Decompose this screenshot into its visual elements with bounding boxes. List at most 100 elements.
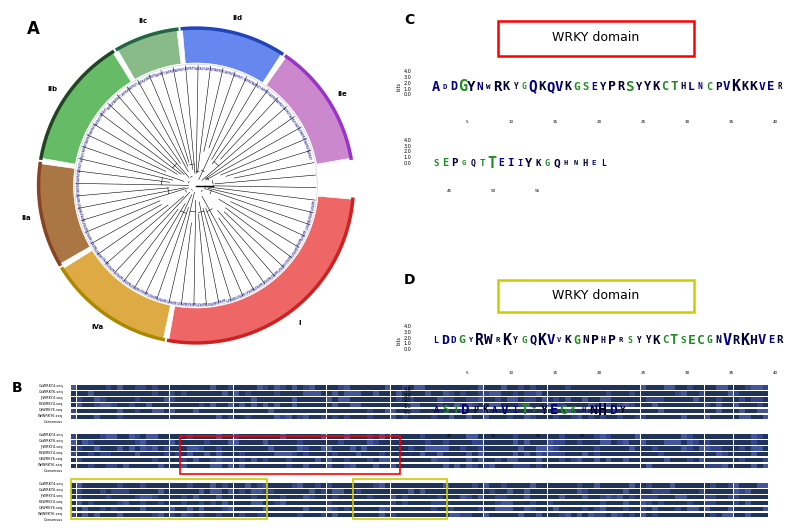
Bar xyxy=(245,397,251,402)
Bar xyxy=(565,513,570,517)
Bar xyxy=(658,495,664,499)
Bar xyxy=(751,452,757,456)
Bar xyxy=(100,446,106,450)
Bar xyxy=(198,397,204,402)
Bar xyxy=(315,507,321,511)
Bar xyxy=(88,452,94,456)
Bar xyxy=(431,385,437,390)
Bar xyxy=(524,434,530,439)
Bar xyxy=(670,495,675,499)
Bar xyxy=(646,501,652,506)
Bar xyxy=(152,446,158,450)
Text: K: K xyxy=(565,81,572,93)
Bar xyxy=(158,495,164,499)
Text: AtWRKY: AtWRKY xyxy=(267,268,278,278)
Text: AtWRKY: AtWRKY xyxy=(146,290,158,297)
Bar xyxy=(530,464,536,469)
Text: JrWRKY4.seq: JrWRKY4.seq xyxy=(40,494,63,498)
Bar xyxy=(710,458,716,462)
Bar xyxy=(402,495,408,499)
Bar xyxy=(274,507,280,511)
Bar xyxy=(670,446,675,450)
Bar xyxy=(362,434,367,439)
Bar xyxy=(315,489,321,493)
Bar xyxy=(373,452,379,456)
Bar xyxy=(588,452,594,456)
Bar xyxy=(542,446,547,450)
Bar xyxy=(234,409,239,413)
Bar xyxy=(106,452,111,456)
Bar xyxy=(350,495,355,499)
Bar xyxy=(710,440,716,445)
Bar xyxy=(518,415,524,419)
Bar xyxy=(646,507,652,511)
Bar xyxy=(274,446,280,450)
Bar xyxy=(582,501,588,506)
Bar xyxy=(623,415,629,419)
Bar xyxy=(367,483,373,488)
Bar xyxy=(152,440,158,445)
Bar xyxy=(739,464,745,469)
Bar xyxy=(530,495,536,499)
Bar xyxy=(443,513,449,517)
Bar xyxy=(454,452,460,456)
Bar xyxy=(577,391,582,395)
Bar xyxy=(228,403,234,408)
Bar xyxy=(205,483,210,488)
Bar xyxy=(164,409,170,413)
Bar xyxy=(565,483,570,488)
Bar xyxy=(483,446,490,450)
Bar xyxy=(705,489,710,493)
Bar xyxy=(379,440,385,445)
Bar xyxy=(129,489,134,493)
Bar xyxy=(402,446,408,450)
Bar xyxy=(198,403,204,408)
Bar xyxy=(303,464,309,469)
Bar xyxy=(269,501,274,506)
Bar xyxy=(396,434,402,439)
Bar xyxy=(682,403,687,408)
Bar xyxy=(559,501,565,506)
Bar xyxy=(762,464,768,469)
Bar xyxy=(507,391,513,395)
Bar xyxy=(536,415,542,419)
Bar xyxy=(94,489,100,493)
Bar xyxy=(118,434,123,439)
Bar xyxy=(483,409,490,413)
Bar xyxy=(245,452,251,456)
Bar xyxy=(554,440,559,445)
Bar xyxy=(396,397,402,402)
Bar xyxy=(490,489,495,493)
Bar xyxy=(385,397,390,402)
Bar xyxy=(326,385,332,390)
Bar xyxy=(757,446,762,450)
Bar xyxy=(245,458,251,462)
Bar xyxy=(454,403,460,408)
Bar xyxy=(611,446,618,450)
Bar xyxy=(454,434,460,439)
Bar xyxy=(321,501,326,506)
Bar xyxy=(88,446,94,450)
Bar xyxy=(390,409,396,413)
Bar xyxy=(472,483,478,488)
Bar xyxy=(309,495,315,499)
Bar xyxy=(146,507,152,511)
Bar xyxy=(570,458,577,462)
Text: CaWRKY6.seq: CaWRKY6.seq xyxy=(38,488,63,492)
Bar xyxy=(123,397,129,402)
Bar xyxy=(687,415,693,419)
Text: AtWRKY: AtWRKY xyxy=(106,100,117,110)
Bar xyxy=(547,415,554,419)
Bar xyxy=(687,391,693,395)
Text: 35: 35 xyxy=(729,120,734,124)
Bar xyxy=(70,501,77,506)
Bar xyxy=(175,495,181,499)
Bar xyxy=(367,501,373,506)
Bar xyxy=(269,483,274,488)
Bar xyxy=(513,452,518,456)
Bar xyxy=(687,464,693,469)
Text: G: G xyxy=(574,82,580,92)
Bar xyxy=(129,391,134,395)
Bar xyxy=(111,403,117,408)
Text: IIc: IIc xyxy=(138,19,147,24)
